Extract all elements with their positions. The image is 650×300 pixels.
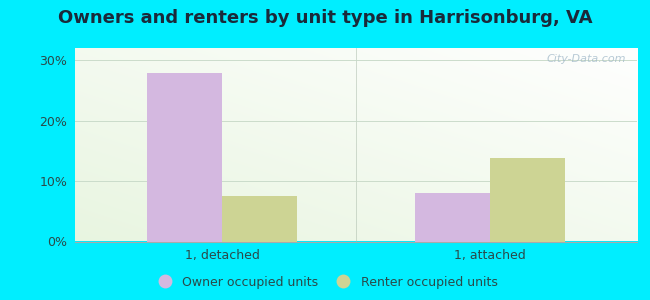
Text: Owners and renters by unit type in Harrisonburg, VA: Owners and renters by unit type in Harri… (58, 9, 592, 27)
Bar (147, 74, 222, 242)
Legend: Owner occupied units, Renter occupied units: Owner occupied units, Renter occupied un… (148, 271, 502, 294)
Text: City-Data.com: City-Data.com (546, 54, 626, 64)
Bar (415, 193, 489, 242)
Bar (489, 158, 565, 242)
Bar (222, 196, 297, 242)
